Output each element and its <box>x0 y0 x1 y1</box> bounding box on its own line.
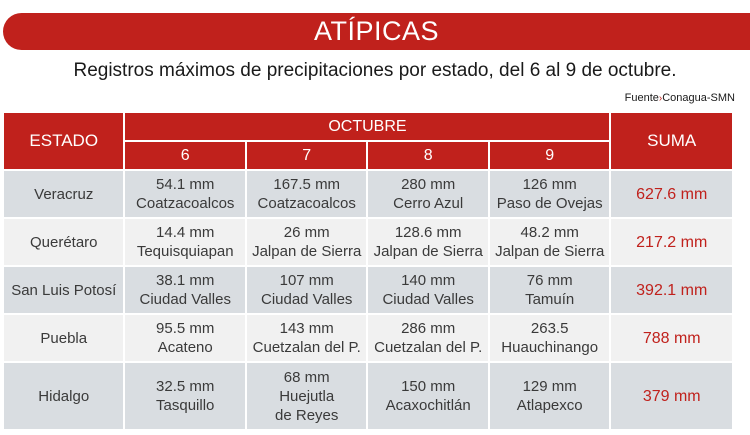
rain-location: Ciudad Valles <box>260 291 353 308</box>
rain-location: Coatzacoalcos <box>257 195 356 212</box>
rain-value: 32.5 mm <box>156 378 215 395</box>
day-cell: 32.5 mm Tasquillo <box>125 363 245 429</box>
table-row: Hidalgo 32.5 mm Tasquillo 68 mm Huejutla de… <box>4 363 732 429</box>
sum-value: 788 mm <box>611 315 732 361</box>
day-cell: 128.6 mm Jalpan de Sierra <box>368 219 488 265</box>
rain-location: Cerro Azul <box>393 195 464 212</box>
rain-location: Cuetzalan del P. <box>374 339 483 356</box>
header-day: 8 <box>368 142 488 169</box>
source-credit: Fuente›Conagua-SMN <box>625 92 735 104</box>
rain-location: Acateno <box>157 339 213 356</box>
subtitle: Registros máximos de precipitaciones por… <box>73 60 677 81</box>
rain-location: Jalpan de Sierra <box>252 243 362 260</box>
rain-location: Tequisquiapan <box>136 243 234 260</box>
day-cell: 126 mm Paso de Ovejas <box>489 171 610 217</box>
rain-location: Huauchinango <box>501 339 599 356</box>
sum-value: 627.6 mm <box>611 171 732 217</box>
precipitation-table: ESTADO OCTUBRE SUMA 6 7 8 9 Veracruz 54.… <box>2 111 734 431</box>
day-cell: 26 mm Jalpan de Sierra <box>246 219 367 265</box>
rain-value: 54.1 mm <box>156 176 215 193</box>
rain-location: Ciudad Valles <box>382 291 474 308</box>
day-cell: 280 mm Cerro Azul <box>368 171 488 217</box>
day-cell: 167.5 mm Coatzacoalcos <box>246 171 367 217</box>
header-day: 9 <box>489 142 610 169</box>
source-value: Conagua-SMN <box>662 92 735 104</box>
rain-value: 26 mm <box>283 224 330 241</box>
header-estado: ESTADO <box>4 113 124 169</box>
day-cell: 143 mm Cuetzalan del P. <box>246 315 367 361</box>
day-cell: 54.1 mm Coatzacoalcos <box>125 171 245 217</box>
rain-value: 128.6 mm <box>394 224 462 241</box>
rain-location: Ciudad Valles <box>139 291 231 308</box>
day-cell: 68 mm Huejutla de Reyes <box>246 363 367 429</box>
rain-value: 286 mm <box>401 320 456 337</box>
table-row: Veracruz 54.1 mm Coatzacoalcos 167.5 mm Co… <box>4 171 732 217</box>
rain-location: Jalpan de Sierra <box>373 243 483 260</box>
rain-location: Tasquillo <box>156 397 215 414</box>
rain-value: 126 mm <box>522 176 577 193</box>
day-cell: 95.5 mm Acateno <box>125 315 245 361</box>
rain-value: 38.1 mm <box>156 272 215 289</box>
state-name: Veracruz <box>4 171 124 217</box>
rain-value: 167.5 mm <box>273 176 341 193</box>
rain-location: Atlapexco <box>516 397 583 414</box>
sum-value: 379 mm <box>611 363 732 429</box>
rain-value: 280 mm <box>401 176 456 193</box>
rain-value: 129 mm <box>522 378 577 395</box>
table-row: San Luis Potosí 38.1 mm Ciudad Valles 107… <box>4 267 732 313</box>
rain-location-line2: de Reyes <box>275 406 339 424</box>
day-cell: 150 mm Acaxochitlán <box>368 363 488 429</box>
state-name: San Luis Potosí <box>4 267 124 313</box>
page-title: ATÍPICAS <box>313 16 440 46</box>
rain-value: 76 mm <box>526 272 573 289</box>
table-row: Querétaro 14.4 mm Tequisquiapan 26 mm Jalp… <box>4 219 732 265</box>
rain-value: 150 mm <box>401 378 456 395</box>
header-day: 7 <box>246 142 367 169</box>
state-name: Puebla <box>4 315 124 361</box>
state-name: Querétaro <box>4 219 124 265</box>
day-cell: 76 mm Tamuín <box>489 267 610 313</box>
source-label: Fuente <box>624 92 659 104</box>
day-cell: 286 mm Cuetzalan del P. <box>368 315 488 361</box>
rain-location: Huejutla <box>279 387 335 405</box>
day-cell: 263.5 Huauchinango <box>489 315 610 361</box>
rain-value: 143 mm <box>279 320 334 337</box>
rain-value: 107 mm <box>279 272 334 289</box>
rain-location: Tamuín <box>525 291 575 308</box>
rain-value: 140 mm <box>401 272 456 289</box>
day-cell: 48.2 mm Jalpan de Sierra <box>489 219 610 265</box>
rain-value: 48.2 mm <box>520 224 579 241</box>
chevron-right-icon: › <box>658 93 663 104</box>
header-month: OCTUBRE <box>125 113 610 140</box>
table-row: Puebla 95.5 mm Acateno 143 mm Cuetzalan de… <box>4 315 732 361</box>
rain-location: Cuetzalan del P. <box>252 339 361 356</box>
rain-value: 95.5 mm <box>156 320 215 337</box>
day-cell: 140 mm Ciudad Valles <box>368 267 488 313</box>
rain-location: Jalpan de Sierra <box>495 243 605 260</box>
day-cell: 14.4 mm Tequisquiapan <box>125 219 245 265</box>
rain-location: Paso de Ovejas <box>496 195 603 212</box>
rain-value: 68 mm <box>283 368 330 386</box>
rain-value: 14.4 mm <box>156 224 215 241</box>
state-name: Hidalgo <box>4 363 124 429</box>
title-banner: ATÍPICAS <box>3 13 750 50</box>
header-suma: SUMA <box>611 113 732 169</box>
day-cell: 107 mm Ciudad Valles <box>246 267 367 313</box>
day-cell: 129 mm Atlapexco <box>489 363 610 429</box>
rain-value: 263.5 <box>530 320 569 337</box>
sum-value: 217.2 mm <box>611 219 732 265</box>
rain-location: Acaxochitlán <box>385 397 471 414</box>
sum-value: 392.1 mm <box>611 267 732 313</box>
day-cell: 38.1 mm Ciudad Valles <box>125 267 245 313</box>
header-day: 6 <box>125 142 245 169</box>
rain-location: Coatzacoalcos <box>136 195 235 212</box>
